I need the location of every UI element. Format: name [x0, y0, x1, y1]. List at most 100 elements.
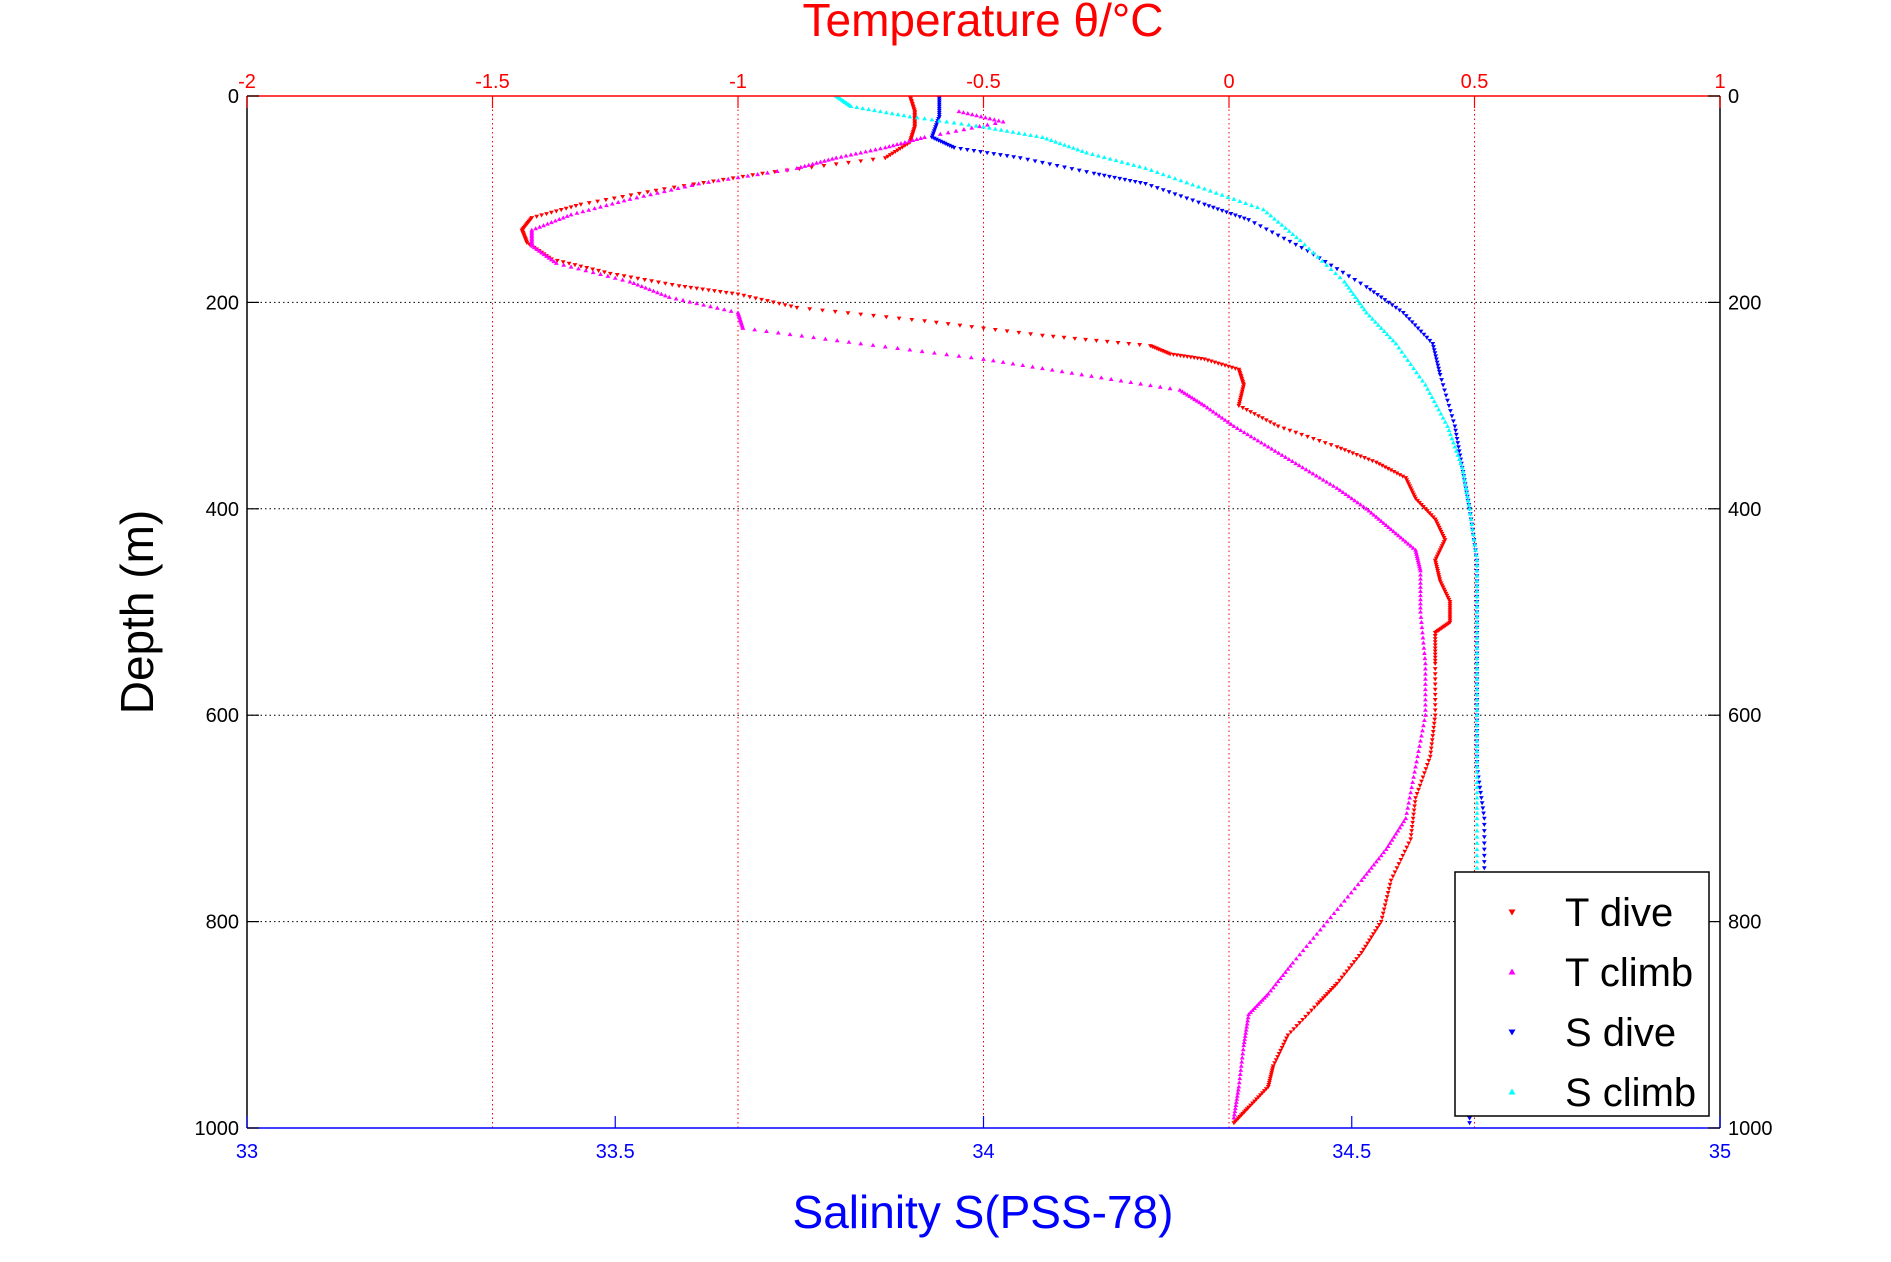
point-t-climb [1337, 487, 1343, 492]
point-t-climb [1245, 1015, 1251, 1020]
point-t-climb [1254, 1003, 1259, 1008]
point-s-dive [1481, 822, 1487, 827]
point-s-dive [1481, 847, 1487, 852]
point-t-climb [1248, 1010, 1254, 1015]
point-t-dive [1322, 994, 1328, 999]
point-t-climb [1197, 400, 1202, 405]
point-t-climb [1238, 427, 1244, 433]
point-t-climb [1243, 1027, 1249, 1032]
point-t-dive [1436, 573, 1442, 578]
point-t-climb [1383, 522, 1389, 527]
point-t-dive [1258, 1093, 1263, 1098]
point-t-dive [1434, 566, 1440, 572]
point-t-climb [1278, 975, 1283, 981]
point-t-climb [1420, 635, 1426, 640]
point-s-dive [1275, 233, 1281, 238]
point-t-dive [1387, 882, 1393, 887]
point-t-climb [822, 336, 828, 341]
point-t-climb [1079, 372, 1085, 377]
point-t-climb [604, 202, 609, 208]
left-tick-label: 800 [206, 912, 239, 934]
point-t-climb [932, 350, 937, 355]
point-t-dive [765, 299, 770, 304]
point-s-climb [1364, 310, 1369, 315]
point-t-climb [858, 150, 864, 155]
point-t-climb [553, 260, 559, 265]
point-t-climb [715, 178, 721, 183]
point-t-dive [969, 325, 975, 330]
point-t-climb [886, 144, 892, 149]
point-t-dive [595, 199, 600, 204]
point-t-climb [1219, 415, 1225, 420]
point-t-dive [897, 146, 903, 152]
point-s-climb [1420, 378, 1425, 383]
point-s-climb [1445, 423, 1450, 428]
point-s-dive [936, 108, 942, 113]
point-t-dive [846, 160, 851, 165]
point-s-climb [1474, 697, 1480, 702]
point-t-climb [1244, 1024, 1250, 1029]
point-s-dive [1358, 281, 1363, 286]
point-t-dive [1433, 519, 1439, 524]
point-t-climb [1418, 597, 1423, 602]
point-t-dive [1268, 1074, 1274, 1079]
point-t-climb [1241, 430, 1247, 435]
point-t-climb [1395, 828, 1401, 833]
point-t-dive [1416, 787, 1421, 792]
point-t-climb [898, 141, 904, 146]
point-t-climb [1331, 910, 1337, 916]
point-t-dive [1259, 1091, 1265, 1096]
point-s-dive [1431, 348, 1437, 353]
point-s-climb [1268, 213, 1274, 218]
point-t-dive [1365, 941, 1370, 946]
point-t-dive [1394, 866, 1400, 871]
point-t-dive [1351, 960, 1357, 965]
point-t-dive [1309, 1008, 1314, 1013]
point-t-climb [991, 117, 997, 122]
point-s-climb [1464, 489, 1470, 494]
point-s-climb [959, 121, 964, 126]
point-s-climb [1446, 427, 1452, 433]
point-s-climb [1225, 194, 1231, 199]
point-t-climb [1314, 931, 1320, 936]
point-t-dive [578, 202, 584, 207]
point-s-climb [1474, 834, 1480, 839]
point-t-dive [1432, 640, 1438, 645]
point-t-dive [614, 273, 620, 278]
point-t-dive [1409, 488, 1415, 493]
point-t-climb [1304, 943, 1309, 949]
point-t-dive [1410, 490, 1416, 495]
point-t-dive [1424, 509, 1430, 514]
point-s-climb [1448, 432, 1453, 437]
point-t-dive [1320, 996, 1326, 1001]
point-t-climb [1422, 656, 1428, 661]
point-t-dive [558, 208, 564, 213]
right-tick-label: 400 [1728, 499, 1761, 521]
point-s-climb [1474, 588, 1480, 594]
point-t-dive [602, 270, 607, 275]
point-t-dive [1339, 975, 1345, 980]
point-t-dive [553, 209, 559, 214]
point-t-climb [1324, 919, 1330, 924]
point-t-dive [1439, 544, 1445, 549]
point-s-climb [1474, 583, 1480, 588]
point-t-climb [1262, 442, 1268, 447]
point-s-climb [1387, 335, 1393, 340]
point-t-dive [750, 173, 756, 178]
point-t-dive [1379, 915, 1385, 920]
point-t-dive [1435, 523, 1441, 528]
point-t-dive [902, 143, 908, 148]
point-s-climb [1427, 390, 1433, 395]
point-t-dive [712, 289, 717, 294]
point-s-climb [1396, 345, 1402, 350]
point-t-climb [1366, 868, 1372, 873]
point-t-dive [1205, 358, 1211, 363]
point-t-climb [996, 118, 1002, 123]
point-s-climb [1470, 532, 1476, 537]
point-t-climb [1385, 843, 1391, 848]
point-s-dive [1172, 192, 1178, 197]
point-t-dive [1330, 985, 1336, 991]
point-t-dive [1181, 354, 1187, 359]
point-s-dive [1393, 305, 1399, 310]
point-s-climb [1473, 547, 1478, 552]
